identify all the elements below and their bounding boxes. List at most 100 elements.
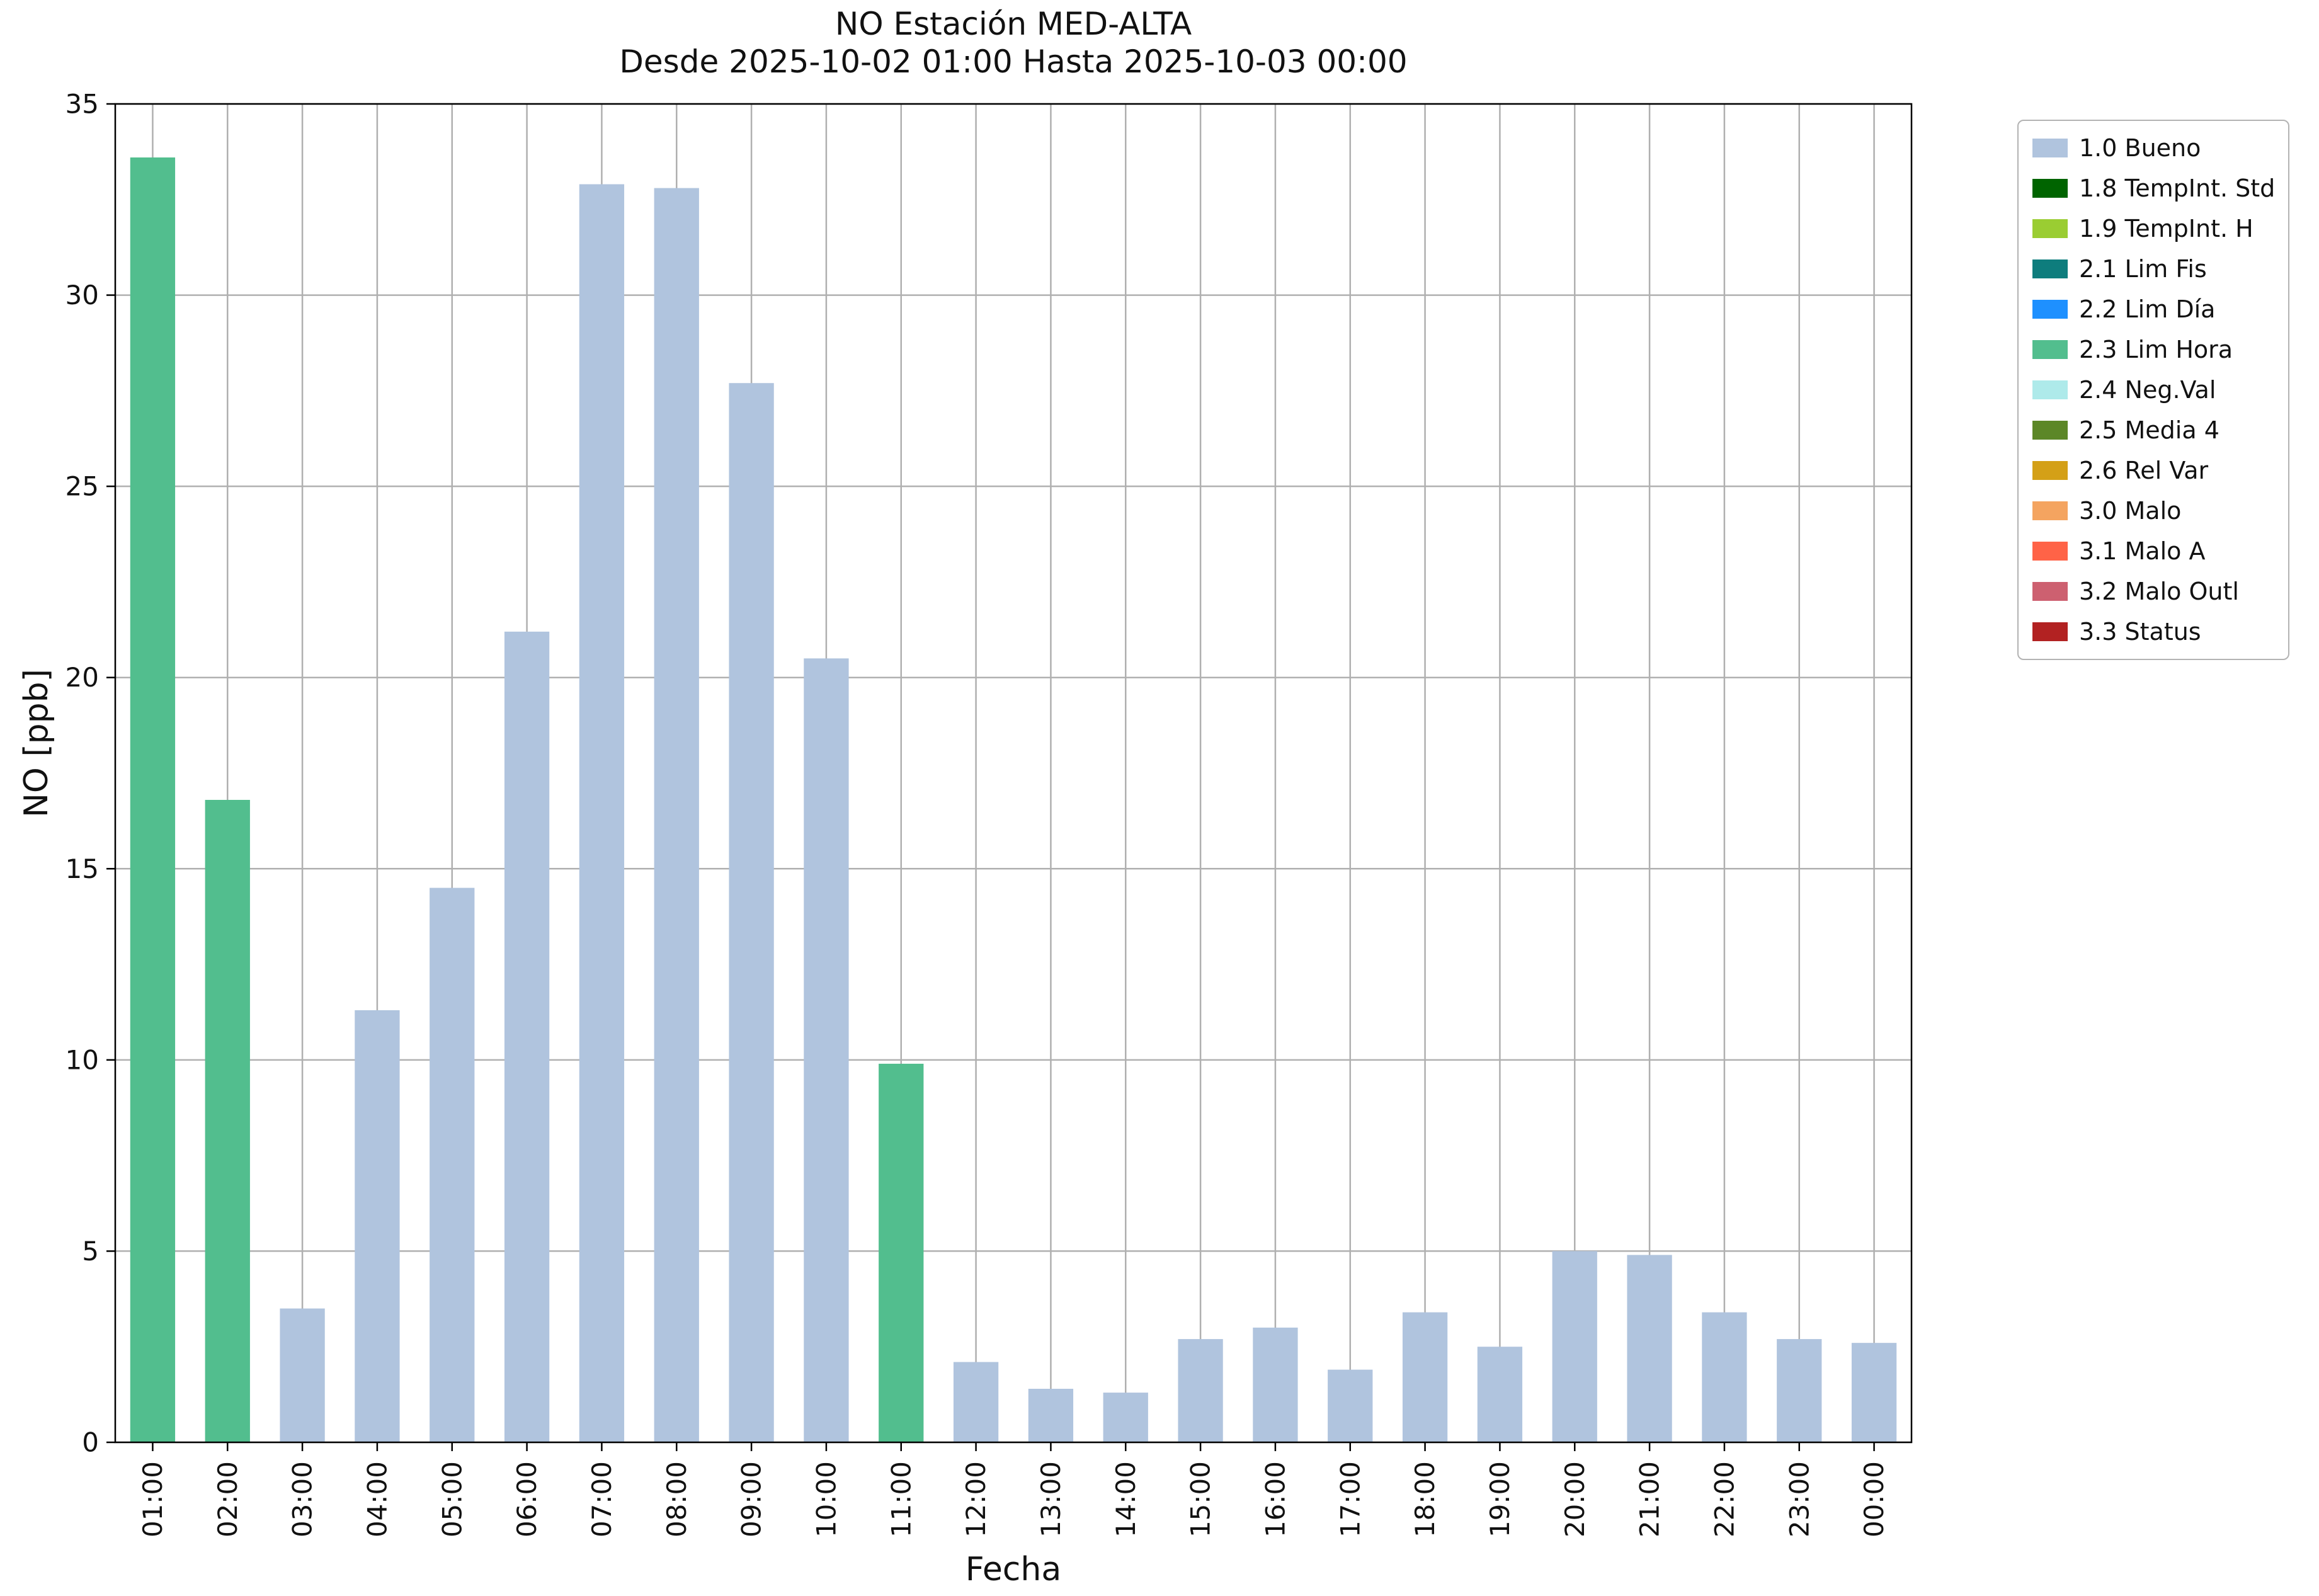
- bar-12:00: [953, 1362, 999, 1442]
- bar-16:00: [1253, 1327, 1298, 1442]
- legend-label: 3.3 Status: [2079, 618, 2201, 646]
- legend-item: 2.1 Lim Fis: [2032, 253, 2274, 285]
- y-tick-label: 35: [66, 89, 99, 120]
- x-tick-label: 12:00: [960, 1461, 991, 1537]
- y-tick-label: 15: [66, 853, 99, 884]
- bar-15:00: [1178, 1339, 1223, 1442]
- x-tick-label: 08:00: [661, 1461, 692, 1537]
- bar-14:00: [1103, 1393, 1148, 1442]
- legend-item: 2.2 Lim Día: [2032, 294, 2274, 325]
- x-tick-label: 09:00: [736, 1461, 767, 1537]
- chart-title: NO Estación MED-ALTA Desde 2025-10-02 01…: [115, 5, 1912, 81]
- bar-00:00: [1851, 1343, 1897, 1442]
- x-tick-label: 00:00: [1859, 1461, 1889, 1537]
- y-tick-label: 30: [66, 280, 99, 311]
- legend-label: 3.1 Malo A: [2079, 537, 2206, 565]
- x-tick-label: 21:00: [1634, 1461, 1665, 1537]
- legend-swatch: [2032, 340, 2068, 359]
- legend-swatch: [2032, 542, 2068, 561]
- x-tick-label: 07:00: [586, 1461, 617, 1537]
- bar-03:00: [280, 1308, 325, 1442]
- bar-17:00: [1328, 1369, 1373, 1442]
- legend-item: 3.3 Status: [2032, 616, 2274, 647]
- bar-10:00: [804, 658, 849, 1442]
- y-tick-label: 20: [66, 662, 99, 693]
- legend-label: 1.9 TempInt. H: [2079, 215, 2253, 242]
- bar-02:00: [205, 800, 250, 1442]
- legend-swatch: [2032, 219, 2068, 238]
- y-tick-label: 25: [66, 471, 99, 502]
- x-tick-label: 03:00: [287, 1461, 318, 1537]
- bar-01:00: [130, 157, 176, 1442]
- x-tick-label: 05:00: [436, 1461, 467, 1537]
- legend-swatch: [2032, 300, 2068, 319]
- chart-title-line2: Desde 2025-10-02 01:00 Hasta 2025-10-03 …: [619, 43, 1408, 80]
- bar-11:00: [879, 1063, 924, 1442]
- x-tick-label: 13:00: [1035, 1461, 1066, 1537]
- x-tick-label: 18:00: [1410, 1461, 1440, 1537]
- x-tick-label: 20:00: [1559, 1461, 1590, 1537]
- y-tick-label: 5: [82, 1236, 99, 1267]
- legend-item: 2.5 Media 4: [2032, 414, 2274, 446]
- legend-swatch: [2032, 259, 2068, 278]
- legend-label: 3.0 Malo: [2079, 497, 2182, 525]
- legend-label: 2.3 Lim Hora: [2079, 336, 2233, 363]
- x-tick-label: 01:00: [137, 1461, 168, 1537]
- legend-swatch: [2032, 622, 2068, 641]
- x-tick-label: 02:00: [212, 1461, 243, 1537]
- x-tick-label: 15:00: [1185, 1461, 1216, 1537]
- legend-label: 2.4 Neg.Val: [2079, 376, 2216, 404]
- legend-swatch: [2032, 139, 2068, 157]
- legend-label: 1.8 TempInt. Std: [2079, 174, 2276, 202]
- legend-item: 2.3 Lim Hora: [2032, 334, 2274, 365]
- legend-label: 2.1 Lim Fis: [2079, 255, 2207, 283]
- legend-label: 1.0 Bueno: [2079, 134, 2201, 162]
- bar-07:00: [579, 184, 625, 1442]
- x-tick-label: 22:00: [1709, 1461, 1740, 1537]
- x-tick-label: 06:00: [511, 1461, 542, 1537]
- legend-item: 3.1 Malo A: [2032, 535, 2274, 567]
- legend-item: 1.0 Bueno: [2032, 132, 2274, 164]
- legend-swatch: [2032, 582, 2068, 601]
- legend-item: 2.6 Rel Var: [2032, 455, 2274, 486]
- legend-label: 2.6 Rel Var: [2079, 457, 2209, 484]
- y-tick-label: 10: [66, 1044, 99, 1075]
- bar-20:00: [1552, 1251, 1597, 1442]
- chart-title-line1: NO Estación MED-ALTA: [835, 6, 1192, 42]
- legend-item: 2.4 Neg.Val: [2032, 374, 2274, 406]
- legend-item: 1.8 TempInt. Std: [2032, 173, 2276, 204]
- legend-swatch: [2032, 501, 2068, 520]
- legend-label: 3.2 Malo Outl: [2079, 578, 2239, 605]
- bar-13:00: [1028, 1389, 1074, 1442]
- legend-item: 3.0 Malo: [2032, 495, 2274, 527]
- x-tick-label: 16:00: [1260, 1461, 1291, 1537]
- y-tick-label: 0: [82, 1427, 99, 1458]
- legend-label: 2.5 Media 4: [2079, 416, 2219, 444]
- legend-label: 2.2 Lim Día: [2079, 295, 2216, 323]
- x-tick-label: 11:00: [886, 1461, 916, 1537]
- legend-swatch: [2032, 461, 2068, 480]
- bar-06:00: [504, 631, 550, 1442]
- bar-22:00: [1702, 1312, 1747, 1442]
- bar-04:00: [355, 1010, 400, 1442]
- x-tick-label: 23:00: [1784, 1461, 1815, 1537]
- bar-19:00: [1477, 1347, 1523, 1442]
- plot-border: [114, 103, 1913, 1444]
- bar-21:00: [1627, 1255, 1672, 1442]
- x-tick-label: 14:00: [1110, 1461, 1141, 1537]
- legend-item: 3.2 Malo Outl: [2032, 576, 2274, 607]
- legend-item: 1.9 TempInt. H: [2032, 213, 2274, 244]
- bar-09:00: [729, 383, 774, 1442]
- bar-18:00: [1402, 1312, 1448, 1442]
- x-tick-label: 19:00: [1484, 1461, 1515, 1537]
- bar-05:00: [430, 887, 475, 1442]
- x-tick-label: 17:00: [1335, 1461, 1365, 1537]
- legend-swatch: [2032, 421, 2068, 440]
- legend-swatch: [2032, 179, 2068, 198]
- x-axis-label: Fecha: [965, 1551, 1062, 1588]
- bar-08:00: [654, 188, 699, 1443]
- legend: 1.0 Bueno 1.8 TempInt. Std 1.9 TempInt. H 2…: [2017, 120, 2289, 660]
- x-tick-label: 04:00: [362, 1461, 392, 1537]
